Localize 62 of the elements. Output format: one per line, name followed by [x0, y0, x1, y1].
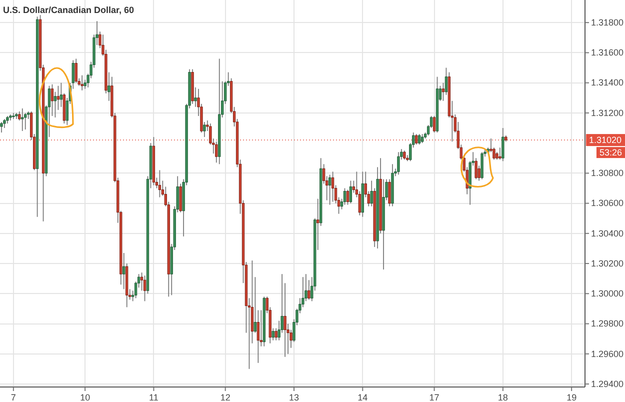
candlestick — [316, 198, 320, 250]
candlestick — [0, 122, 3, 133]
x-tick-label: 10 — [80, 392, 90, 402]
x-tick-label: 18 — [498, 392, 508, 402]
y-tick-label: 1.30800 — [591, 168, 624, 178]
candlestick — [403, 150, 406, 160]
y-tick-label: 1.31200 — [591, 108, 624, 118]
y-tick-label: 1.30600 — [591, 198, 624, 208]
candlestick — [60, 82, 63, 108]
candlestick — [498, 147, 502, 160]
candlestick — [343, 188, 346, 206]
candlestick — [203, 122, 206, 138]
y-tick-label: 1.29600 — [591, 348, 624, 359]
candlestick — [74, 58, 78, 84]
candlestick — [80, 74, 84, 91]
y-tick-label: 1.31800 — [591, 17, 624, 28]
candlestick — [194, 86, 197, 108]
y-tick-label: 1.31400 — [591, 78, 624, 88]
candlestick — [284, 282, 286, 358]
y-tick-label: 1.30400 — [591, 228, 624, 238]
candlestick — [397, 152, 400, 176]
text: U.S. Dollar/Canadian Dollar, 60 — [3, 5, 134, 15]
candlestick — [415, 134, 418, 146]
x-tick-label: 14 — [358, 392, 368, 402]
y-tick-label: 1.30000 — [591, 288, 624, 299]
candlestick — [349, 180, 352, 204]
candlestick — [346, 189, 350, 206]
candlestick — [331, 171, 334, 202]
candlestick — [328, 174, 332, 206]
candlestick — [158, 170, 162, 198]
candlestick — [421, 134, 424, 144]
y-tick-label: 1.29800 — [591, 318, 624, 329]
candlestick — [418, 134, 421, 146]
candlestick — [442, 82, 445, 102]
candlestick — [3, 118, 6, 128]
x-tick-label: 19 — [566, 392, 577, 402]
candlestick — [50, 84, 54, 116]
candlestick — [502, 128, 504, 162]
candlestick — [370, 180, 373, 207]
text: 53:26 — [599, 148, 622, 158]
x-tick-label: 7 — [10, 392, 16, 402]
candlestick — [272, 328, 274, 341]
candlestick — [56, 85, 60, 110]
candlestick — [21, 108, 24, 132]
y-tick-label: 1.29400 — [591, 378, 624, 389]
x-tick-label: 11 — [149, 392, 158, 402]
candlestick — [478, 165, 480, 182]
candlestick — [308, 280, 310, 300]
y-tick-label: 1.30200 — [591, 258, 624, 268]
candlestick — [388, 178, 391, 207]
x-tick-label: 13 — [288, 392, 299, 402]
candlestick — [143, 275, 146, 302]
candlestick — [432, 116, 436, 133]
candlestick — [215, 141, 218, 164]
candlestick — [24, 112, 27, 130]
candlestick — [254, 276, 257, 334]
x-tick-label: 12 — [220, 392, 230, 402]
y-tick-label: 1.31600 — [591, 48, 624, 58]
candlestick — [274, 328, 278, 341]
ref-line-label: 1.31020 — [589, 135, 622, 146]
candlestick — [122, 252, 126, 290]
x-tick-label: 17 — [429, 392, 440, 402]
